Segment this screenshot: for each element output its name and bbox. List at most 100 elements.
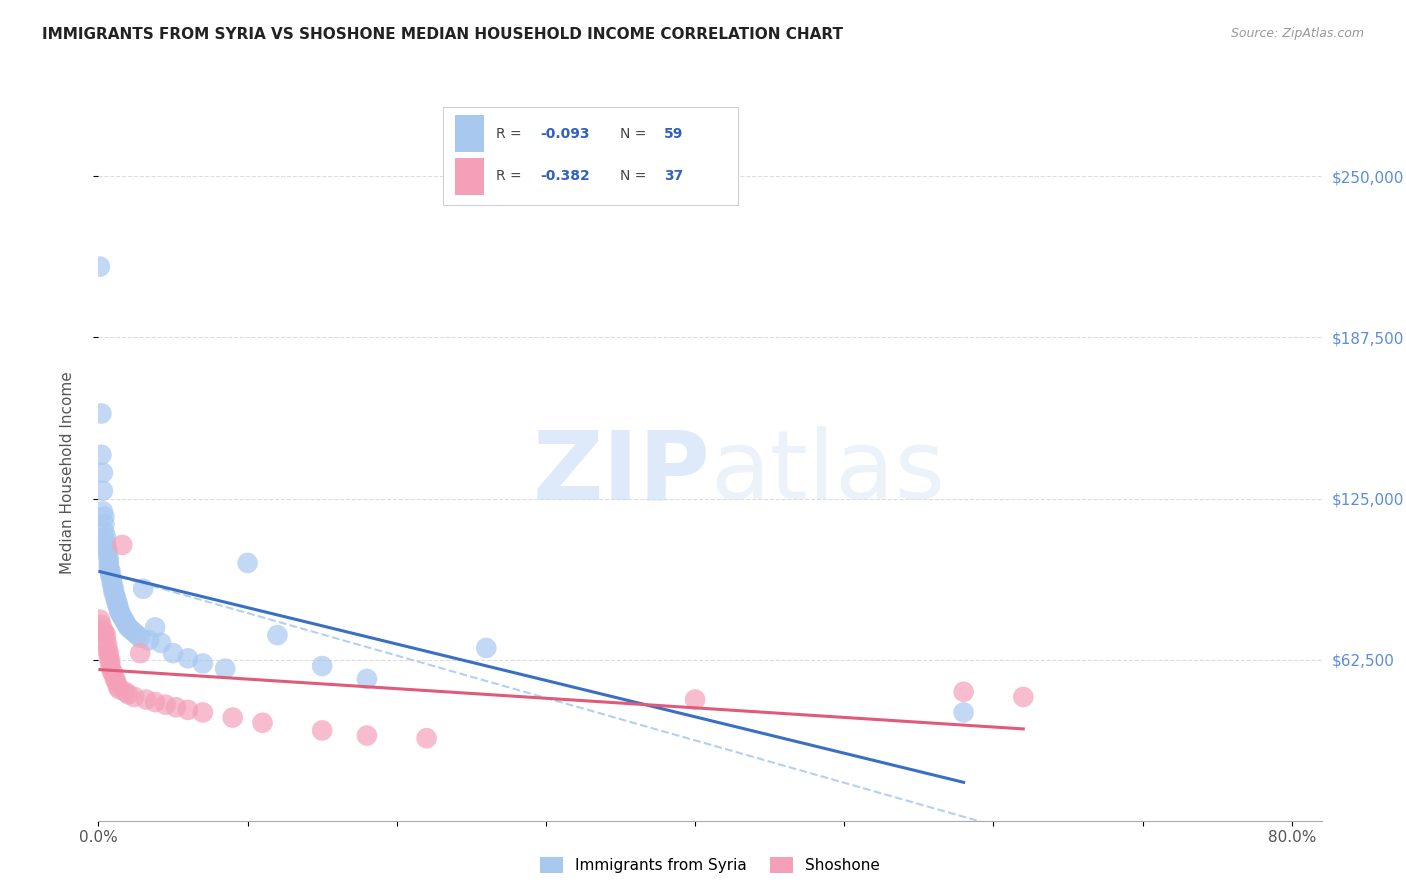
Point [952,706,974,720]
Point [266,628,288,642]
Point [103,666,125,681]
Point [101,571,124,585]
Point [214,662,236,676]
Point [96,548,118,562]
Point [311,659,333,673]
Point [97,556,120,570]
Point [111,538,134,552]
Point [155,698,177,712]
Point [90,617,112,632]
Point [107,680,129,694]
Point [90,448,112,462]
Point [129,631,152,645]
Point [122,690,145,704]
Point [110,607,132,622]
Point [97,550,120,565]
Point [129,646,152,660]
Point [236,556,259,570]
Point [107,597,129,611]
Point [93,517,115,532]
Point [117,620,139,634]
Point [105,594,128,608]
Point [101,576,124,591]
Point [120,623,142,637]
Point [165,700,187,714]
Point [103,582,125,596]
Text: IMMIGRANTS FROM SYRIA VS SHOSHONE MEDIAN HOUSEHOLD INCOME CORRELATION CHART: IMMIGRANTS FROM SYRIA VS SHOSHONE MEDIAN… [42,27,844,42]
Point [93,509,115,524]
Text: R =: R = [496,127,526,141]
Point [132,582,155,596]
Text: Source: ZipAtlas.com: Source: ZipAtlas.com [1230,27,1364,40]
Point [135,692,157,706]
Text: N =: N = [620,127,651,141]
Point [475,640,498,655]
Point [107,599,129,614]
Point [96,643,118,657]
Point [415,731,437,746]
Point [108,602,131,616]
Point [97,561,120,575]
Point [143,620,166,634]
Point [108,682,131,697]
Point [93,625,115,640]
Point [356,672,378,686]
Point [104,672,127,686]
Point [97,646,120,660]
Point [94,541,117,555]
Point [90,407,112,421]
Text: R =: R = [496,169,526,183]
Point [89,613,111,627]
Text: -0.093: -0.093 [540,127,591,141]
Point [683,692,706,706]
Point [97,558,120,573]
Text: 37: 37 [665,169,683,183]
Point [177,651,200,665]
Text: N =: N = [620,169,651,183]
Point [138,633,160,648]
Point [122,625,145,640]
Point [952,685,974,699]
Point [114,685,136,699]
Point [162,646,184,660]
Text: ZIP: ZIP [531,426,710,519]
Point [356,729,378,743]
Point [94,633,117,648]
Point [96,543,118,558]
Point [91,483,114,498]
Point [101,664,124,678]
Point [97,651,120,665]
Bar [454,158,484,195]
Point [105,592,128,607]
Point [98,569,121,583]
Point [91,466,114,480]
Point [104,587,127,601]
Legend: Immigrants from Syria, Shoshone: Immigrants from Syria, Shoshone [534,851,886,880]
Bar [454,115,484,153]
Point [91,504,114,518]
Text: atlas: atlas [710,426,945,519]
Point [98,654,121,668]
Point [150,636,173,650]
Point [111,610,134,624]
Point [91,623,114,637]
Point [112,613,135,627]
Point [115,617,138,632]
Point [311,723,333,738]
Y-axis label: Median Household Income: Median Household Income [60,371,75,574]
Point [105,674,128,689]
Point [191,706,214,720]
Point [101,574,124,588]
Point [94,628,117,642]
Point [143,695,166,709]
Point [177,703,200,717]
Point [103,579,125,593]
Point [94,535,117,549]
Point [1012,690,1035,704]
Text: 59: 59 [665,127,683,141]
Point [98,564,121,578]
Point [93,524,115,539]
Point [94,530,117,544]
Point [252,715,274,730]
Point [114,615,136,630]
